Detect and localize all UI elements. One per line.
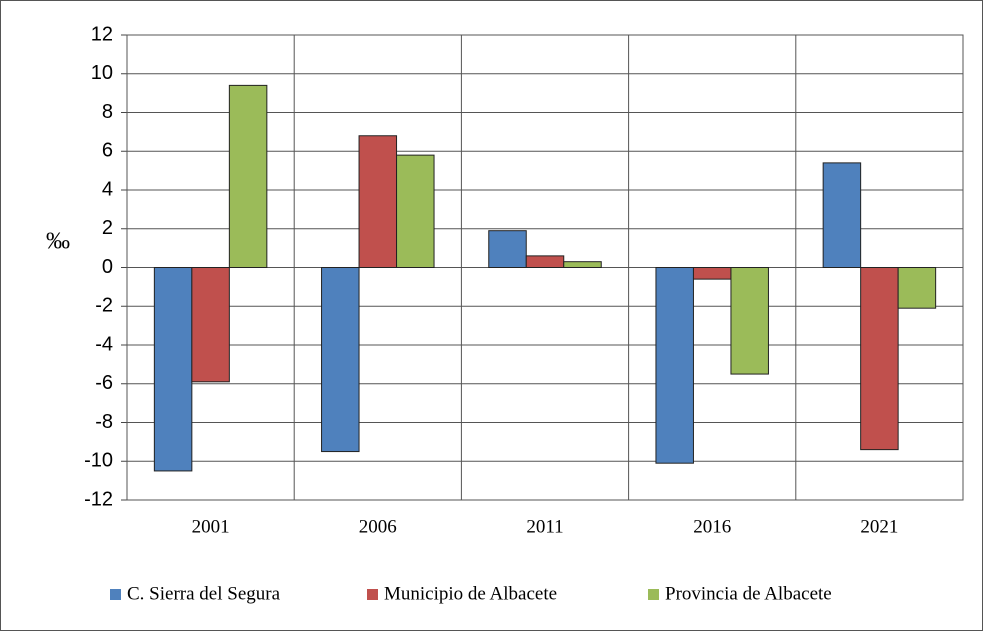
x-tick-label: 2016: [693, 516, 731, 537]
y-tick-label: 10: [91, 62, 113, 84]
y-tick-label: 6: [102, 140, 113, 162]
bar: [228, 84, 268, 268]
bar: [563, 261, 602, 268]
bar: [358, 135, 398, 268]
plot-border: [126, 34, 964, 501]
legend-swatch: [110, 589, 121, 600]
bar: [730, 267, 769, 375]
bar: [692, 267, 732, 280]
y-tick-label: 2: [102, 217, 113, 239]
x-tick-label: 2006: [359, 516, 397, 537]
bar: [655, 267, 694, 464]
bar: [860, 267, 899, 451]
legend-label: C. Sierra del Segura: [127, 583, 281, 604]
legend-label: Municipio de Albacete: [384, 583, 557, 604]
bar: [321, 267, 360, 453]
y-tick-label: -2: [95, 295, 113, 317]
y-tick-label: 0: [102, 256, 113, 278]
y-tick-label: -6: [95, 372, 113, 394]
x-tick-label: 2011: [526, 516, 563, 537]
y-axis-label: ‰: [46, 229, 70, 255]
bar: [191, 267, 230, 383]
y-tick-label: -12: [84, 488, 113, 510]
x-tick-label: 2021: [860, 516, 898, 537]
y-tick-label: -8: [95, 411, 113, 433]
y-tick-label: -4: [95, 333, 113, 355]
legend-swatch: [648, 589, 659, 600]
bar: [525, 255, 565, 268]
bar: [488, 230, 527, 268]
legend-swatch: [367, 589, 378, 600]
bar: [822, 162, 862, 268]
y-tick-label: -10: [84, 450, 113, 472]
bar: [153, 267, 193, 472]
y-tick-label: 12: [91, 23, 113, 45]
x-tick-label: 2001: [192, 516, 230, 537]
bar: [897, 267, 937, 309]
y-tick-label: 8: [102, 101, 113, 123]
legend-label: Provincia de Albacete: [665, 583, 832, 604]
bar: [396, 154, 435, 268]
y-tick-label: 4: [102, 178, 113, 200]
